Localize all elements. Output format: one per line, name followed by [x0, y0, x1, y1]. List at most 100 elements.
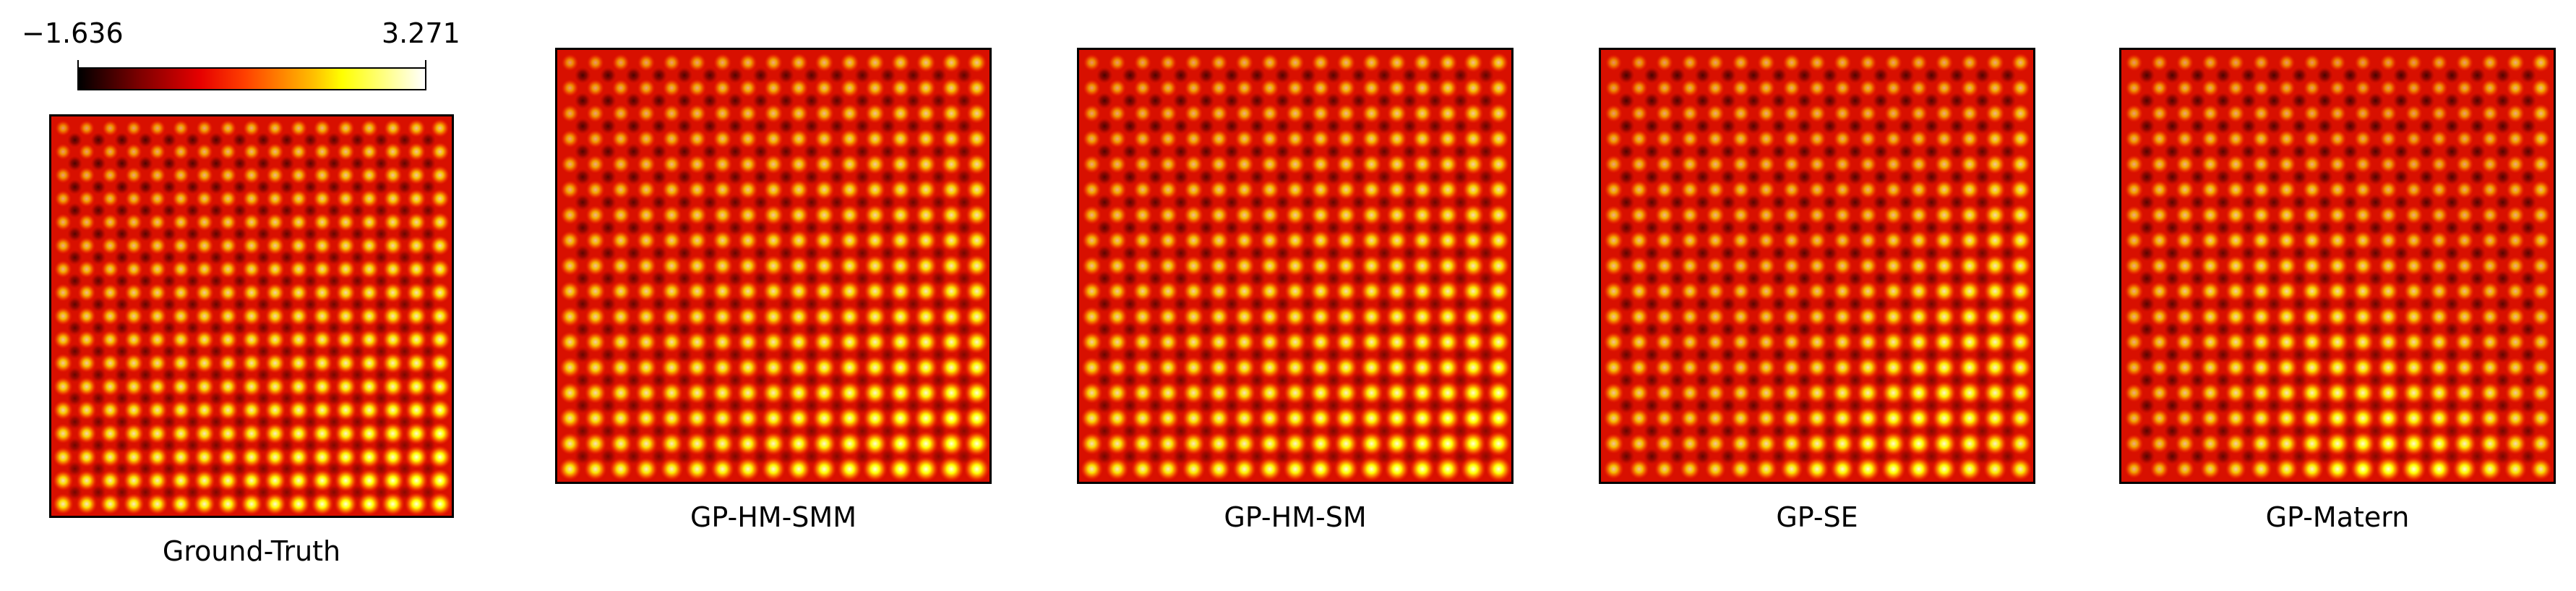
heatmap-trough — [726, 346, 744, 363]
heatmap-trough — [600, 219, 617, 237]
heatmap-peak — [219, 143, 237, 161]
heatmap-peak — [1731, 205, 1751, 225]
heatmap-trough — [1745, 245, 1762, 262]
heatmap-trough — [161, 461, 177, 477]
heatmap-peak — [1411, 280, 1434, 303]
heatmap-peak — [863, 330, 887, 354]
heatmap-peak — [838, 280, 861, 302]
heatmap-trough — [880, 270, 896, 287]
heatmap-peak — [712, 255, 734, 276]
heatmap-trough — [114, 297, 130, 312]
heatmap-trough — [803, 321, 820, 338]
heatmap-peak — [2354, 79, 2371, 97]
heatmap-peak — [1159, 154, 1178, 174]
heatmap-trough — [2317, 448, 2333, 465]
heatmap-peak — [964, 355, 989, 380]
heatmap-peak — [610, 306, 632, 328]
heatmap-trough — [600, 118, 617, 135]
heatmap-peak — [1185, 54, 1203, 72]
heatmap-peak — [914, 406, 938, 431]
heatmap-trough — [1198, 118, 1215, 135]
heatmap-trough — [350, 179, 366, 195]
heatmap-trough — [1923, 448, 1940, 465]
heatmap-peak — [335, 352, 356, 374]
heatmap-peak — [2277, 79, 2296, 97]
heatmap-peak — [1083, 129, 1102, 148]
heatmap-trough — [326, 320, 342, 336]
heatmap-peak — [2124, 256, 2144, 276]
heatmap-trough — [2494, 346, 2511, 363]
heatmap-peak — [1207, 381, 1230, 404]
heatmap-trough — [2240, 270, 2257, 287]
heatmap-trough — [1096, 169, 1113, 185]
heatmap-peak — [1284, 331, 1307, 354]
heatmap-peak — [124, 307, 144, 326]
heatmap-trough — [1974, 194, 1991, 211]
heatmap-trough — [373, 179, 389, 195]
heatmap-peak — [359, 375, 380, 398]
heatmap-peak — [1959, 204, 1980, 226]
heatmap-peak — [1487, 128, 1509, 150]
heatmap-peak — [1932, 406, 1957, 430]
heatmap-peak — [1334, 406, 1358, 430]
heatmap-peak — [2376, 456, 2401, 482]
heatmap-peak — [2505, 332, 2525, 352]
heatmap-peak — [812, 406, 836, 430]
heatmap-peak — [123, 493, 145, 515]
heatmap-peak — [966, 77, 987, 98]
heatmap-peak — [382, 375, 404, 398]
heatmap-peak — [336, 143, 355, 161]
heatmap-peak — [2150, 434, 2169, 454]
heatmap-trough — [90, 485, 106, 500]
heatmap-trough — [1720, 67, 1737, 84]
heatmap-trough — [161, 438, 177, 453]
heatmap-trough — [90, 156, 106, 171]
heatmap-peak — [2504, 457, 2527, 481]
heatmap-trough — [1644, 143, 1660, 160]
heatmap-peak — [2202, 54, 2220, 72]
heatmap-trough — [2392, 346, 2410, 363]
heatmap-peak — [1336, 53, 1356, 72]
heatmap-peak — [712, 230, 733, 251]
heatmap-trough — [854, 92, 871, 109]
heatmap-trough — [161, 320, 177, 336]
heatmap-peak — [1336, 154, 1357, 175]
heatmap-trough — [1223, 67, 1240, 84]
heatmap-peak — [660, 407, 683, 430]
heatmap-peak — [1107, 155, 1127, 174]
heatmap-peak — [2150, 307, 2170, 327]
heatmap-peak — [1782, 129, 1801, 148]
heatmap-peak — [265, 259, 285, 279]
heatmap-peak — [1360, 280, 1383, 302]
heatmap-trough — [1618, 346, 1635, 363]
heatmap-trough — [1325, 219, 1342, 237]
heatmap-trough — [2138, 270, 2155, 287]
heatmap-trough — [1325, 397, 1342, 414]
heatmap-trough — [1618, 194, 1635, 211]
heatmap-trough — [1223, 397, 1240, 414]
heatmap-peak — [2124, 332, 2144, 352]
heatmap-trough — [255, 297, 271, 312]
heatmap-peak — [1261, 53, 1279, 72]
heatmap-peak — [2225, 331, 2247, 353]
heatmap-peak — [862, 456, 888, 482]
heatmap-peak — [1285, 154, 1305, 174]
heatmap-trough — [854, 194, 871, 211]
heatmap-peak — [1437, 153, 1459, 175]
heatmap-trough — [2215, 219, 2231, 237]
heatmap-trough — [1172, 397, 1189, 414]
heatmap-trough — [625, 295, 642, 312]
heatmap-peak — [1233, 305, 1255, 328]
heatmap-trough — [2342, 194, 2358, 211]
heatmap-trough — [778, 448, 794, 465]
heatmap-peak — [359, 259, 379, 279]
heatmap-trough — [1618, 92, 1635, 109]
heatmap-trough — [2265, 143, 2283, 160]
heatmap-peak — [1486, 380, 1511, 405]
heatmap-peak — [963, 456, 989, 482]
heatmap-trough — [2444, 295, 2460, 312]
heatmap-peak — [2225, 205, 2246, 226]
heatmap-peak — [78, 190, 95, 208]
heatmap-peak — [1258, 356, 1281, 379]
heatmap-gp-hm-smm — [555, 48, 992, 484]
